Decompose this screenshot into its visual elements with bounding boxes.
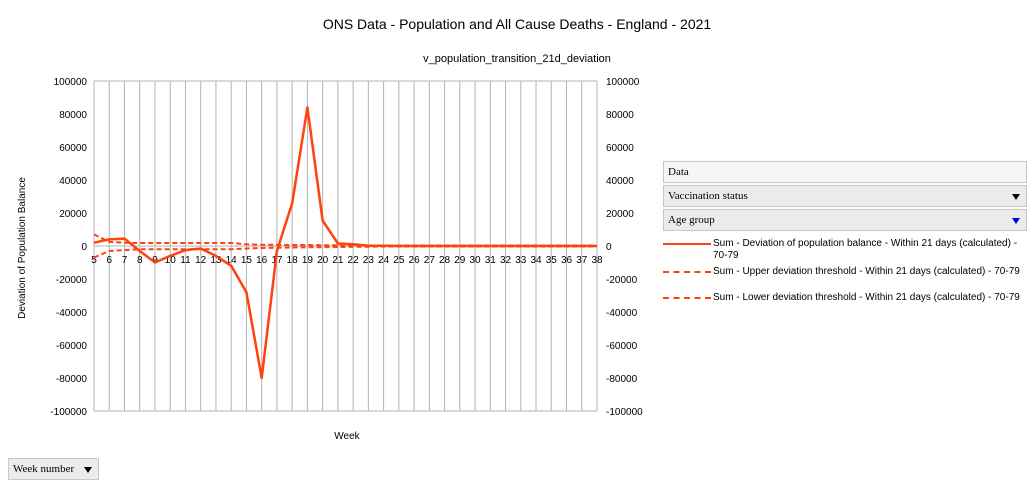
series-group (93, 106, 597, 380)
y-tick-label: -80000 (56, 374, 88, 385)
x-tick-label: 36 (561, 255, 573, 266)
x-tick-label: 16 (256, 255, 268, 266)
x-tick-label: 37 (576, 255, 588, 266)
x-axis-label: Week (334, 431, 360, 442)
x-tick-label: 18 (287, 255, 299, 266)
y-tick-label: -100000 (606, 407, 643, 418)
data-field-button[interactable]: Data (663, 161, 1027, 183)
x-tick-label: 33 (515, 255, 527, 266)
x-tick-label: 34 (530, 255, 542, 266)
x-axis: 5 6 7 8 9 10 11 12 13 14 15 16 17 18 19 20 21 22 23 24 25 26 2… (91, 255, 603, 266)
y-tick-label: -40000 (606, 308, 638, 319)
x-tick-label: 32 (500, 255, 512, 266)
week-number-field-label: Week number (13, 463, 75, 475)
series-line-2 (93, 245, 597, 259)
x-tick-label: 38 (591, 255, 603, 266)
vaccination-status-field-label: Vaccination status (668, 190, 748, 202)
x-tick-label: 11 (180, 255, 191, 266)
x-tick-label: 25 (393, 255, 405, 266)
legend-swatch-dashed (663, 297, 711, 299)
x-tick-label: 14 (226, 255, 238, 266)
x-tick-label: 22 (348, 255, 360, 266)
y-tick-label: -40000 (56, 308, 88, 319)
y-tick-label: 60000 (59, 143, 87, 154)
y-tick-label: -60000 (56, 341, 88, 352)
y-tick-label: 20000 (606, 209, 634, 220)
y-tick-label: 20000 (59, 209, 87, 220)
y-tick-label: -20000 (606, 275, 638, 286)
y-axis-label: Deviation of Population Balance (17, 177, 28, 319)
x-tick-label: 20 (317, 255, 329, 266)
y-tick-label: -60000 (606, 341, 638, 352)
y-tick-label: 80000 (606, 110, 634, 121)
legend-label: Sum - Lower deviation threshold - Within… (713, 292, 1020, 303)
x-tick-label: 28 (439, 255, 451, 266)
legend-label: Sum - Upper deviation threshold - Within… (713, 266, 1020, 277)
series-line-0 (93, 106, 597, 380)
x-tick-label: 31 (485, 255, 497, 266)
x-tick-label: 10 (165, 255, 177, 266)
vaccination-status-field-button[interactable]: Vaccination status (663, 185, 1027, 207)
y-tick-label: 100000 (54, 77, 88, 88)
x-tick-label: 19 (302, 255, 314, 266)
filter-arrow-icon (1012, 218, 1020, 224)
y-tick-label: 40000 (606, 176, 634, 187)
x-tick-label: 8 (137, 255, 143, 266)
y-tick-label: -100000 (50, 407, 87, 418)
week-number-field-button[interactable]: Week number (8, 458, 99, 480)
legend-label: Sum - Deviation of population balance - … (713, 238, 1018, 261)
x-tick-label: 24 (378, 255, 390, 266)
y-tick-label: 40000 (59, 176, 87, 187)
x-tick-label: 5 (91, 255, 97, 266)
x-tick-label: 9 (152, 255, 158, 266)
x-tick-label: 27 (424, 255, 436, 266)
y-tick-label: 0 (606, 242, 612, 253)
y-tick-label: 100000 (606, 77, 640, 88)
x-tick-label: 30 (469, 255, 481, 266)
legend-swatch-solid (663, 243, 711, 245)
data-field-label: Data (668, 166, 689, 178)
y-tick-label: 80000 (59, 110, 87, 121)
x-tick-label: 21 (332, 255, 344, 266)
x-tick-label: 29 (454, 255, 466, 266)
x-tick-label: 17 (271, 255, 283, 266)
chart-title: ONS Data - Population and All Cause Deat… (323, 16, 712, 32)
y-axis-left: 100000 80000 60000 40000 20000 0 -20000 -40000 -… (50, 77, 87, 418)
x-tick-label: 12 (195, 255, 207, 266)
y-axis-right: 100000 80000 60000 40000 20000 0 -20000 -40000 -… (606, 77, 643, 418)
x-tick-label: 7 (122, 255, 128, 266)
x-tick-label: 6 (106, 255, 112, 266)
y-tick-label: 60000 (606, 143, 634, 154)
dropdown-arrow-icon (1012, 194, 1020, 200)
y-tick-label: -20000 (56, 275, 88, 286)
x-tick-label: 13 (210, 255, 222, 266)
age-group-field-label: Age group (668, 214, 715, 226)
y-tick-label: -80000 (606, 374, 638, 385)
dropdown-arrow-icon (84, 467, 92, 473)
chart-subtitle: v_population_transition_21d_deviation (423, 53, 611, 65)
legend-swatch-dashed (663, 271, 711, 273)
x-tick-label: 15 (241, 255, 253, 266)
x-tick-label: 23 (363, 255, 375, 266)
x-tick-label: 35 (546, 255, 558, 266)
x-tick-label: 26 (409, 255, 421, 266)
age-group-field-button[interactable]: Age group (663, 209, 1027, 231)
y-tick-label: 0 (81, 242, 87, 253)
